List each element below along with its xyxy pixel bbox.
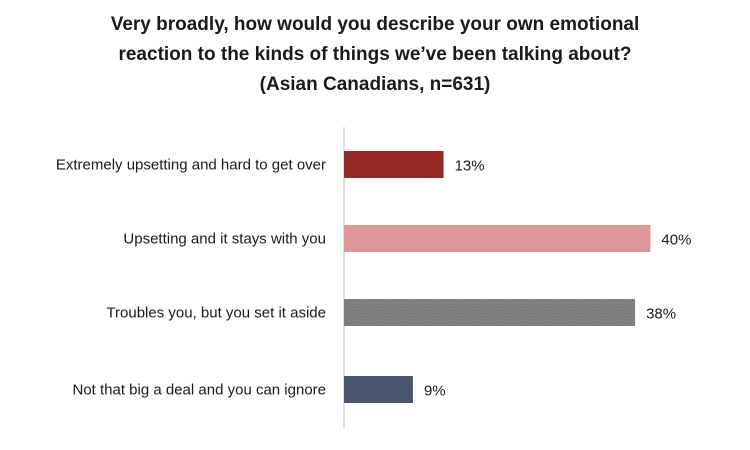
bar-2 [344, 225, 651, 252]
bar-4 [344, 376, 413, 403]
category-label-2: Upsetting and it stays with you [123, 231, 326, 248]
value-label-2: 40% [661, 232, 691, 249]
chart-title-line-1: Very broadly, how would you describe you… [110, 14, 640, 35]
bar-3 [344, 299, 636, 326]
category-label-3: Troubles you, but you set it aside [106, 305, 326, 322]
category-label-4: Not that big a deal and you can ignore [72, 382, 326, 399]
bar-1 [344, 151, 444, 178]
value-label-1: 13% [455, 158, 485, 175]
value-label-4: 9% [424, 383, 446, 400]
value-label-3: 38% [646, 306, 676, 323]
chart-title-line-3: (Asian Canadians, n=631) [259, 74, 491, 95]
chart-title-line-2: reaction to the kinds of things we’ve be… [118, 44, 632, 65]
category-label-1: Extremely upsetting and hard to get over [56, 157, 326, 174]
